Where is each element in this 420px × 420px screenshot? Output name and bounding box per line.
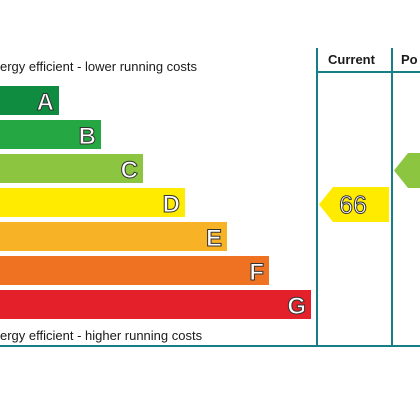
band-f	[0, 256, 269, 285]
rating-arrow-current	[319, 187, 389, 222]
band-b	[0, 120, 101, 149]
band-letter-b: B	[79, 123, 96, 150]
band-d	[0, 188, 185, 217]
band-letter-a: A	[37, 89, 54, 116]
band-c	[0, 154, 143, 183]
band-letter-f: F	[249, 259, 264, 286]
band-e	[0, 222, 227, 251]
column-header-potential: Po	[401, 52, 418, 67]
band-letter-g: G	[287, 293, 306, 320]
band-g	[0, 290, 311, 319]
column-header-current: Current	[328, 52, 375, 67]
top-caption: ergy efficient - lower running costs	[0, 59, 198, 74]
band-letter-c: C	[121, 157, 138, 184]
bottom-caption: ergy efficient - higher running costs	[0, 328, 203, 343]
band-letter-e: E	[206, 225, 222, 252]
rating-arrow-po	[394, 153, 420, 188]
rating-label-current: 66	[339, 192, 367, 220]
band-letter-d: D	[163, 191, 180, 218]
band-a	[0, 86, 59, 115]
